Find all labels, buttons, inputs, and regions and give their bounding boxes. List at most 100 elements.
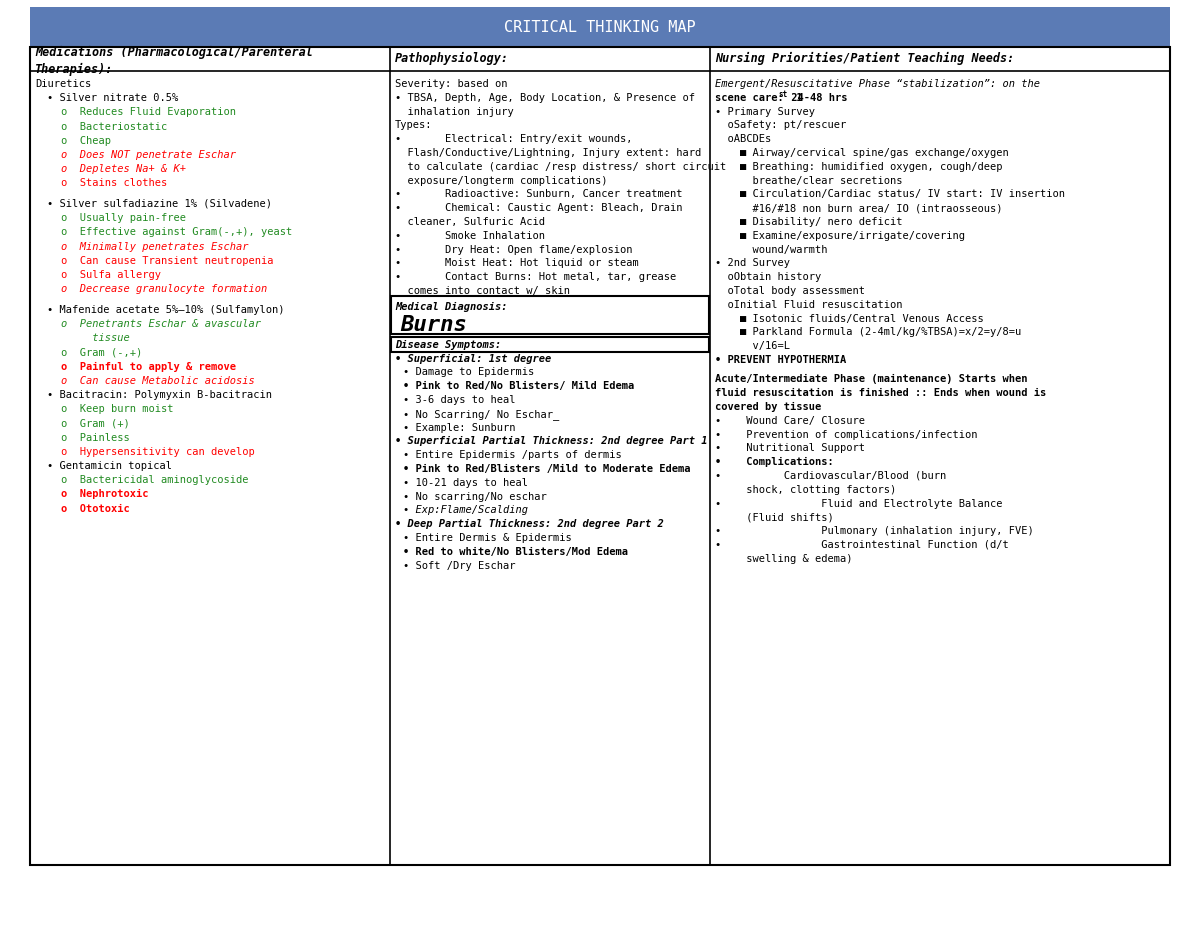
Text: o  Decrease granulocyte formation: o Decrease granulocyte formation	[61, 285, 268, 294]
Text: •       Dry Heat: Open flame/explosion: • Dry Heat: Open flame/explosion	[395, 245, 632, 255]
Text: • Mafenide acetate 5%–10% (Sulfamylon): • Mafenide acetate 5%–10% (Sulfamylon)	[47, 305, 284, 315]
Text: fluid resuscitation is finished :: Ends when wound is: fluid resuscitation is finished :: Ends …	[715, 388, 1046, 398]
Text: o  Keep burn moist: o Keep burn moist	[61, 404, 174, 414]
Text: oSafety: pt/rescuer: oSafety: pt/rescuer	[715, 121, 846, 131]
Text: Flash/Conductive/Lightning, Injury extent: hard: Flash/Conductive/Lightning, Injury exten…	[395, 148, 701, 158]
Text: •       Contact Burns: Hot metal, tar, grease: • Contact Burns: Hot metal, tar, grease	[395, 273, 677, 282]
Text: • Damage to Epidermis: • Damage to Epidermis	[403, 367, 534, 377]
Text: • No scarring/No eschar: • No scarring/No eschar	[403, 491, 547, 502]
Text: Medications (Pharmacological/Parenteral
Therapies):: Medications (Pharmacological/Parenteral …	[35, 46, 313, 76]
Text: comes into contact w/ skin: comes into contact w/ skin	[395, 286, 570, 296]
Text: • Pink to Red/No Blisters/ Mild Edema: • Pink to Red/No Blisters/ Mild Edema	[403, 381, 635, 391]
Text: o  Gram (+): o Gram (+)	[61, 418, 130, 428]
Text: • Superficial: 1st degree: • Superficial: 1st degree	[395, 353, 551, 363]
Text: ■ Disability/ nero deficit: ■ Disability/ nero deficit	[715, 217, 902, 227]
Text: • Soft /Dry Eschar: • Soft /Dry Eschar	[403, 561, 516, 571]
Text: oObtain history: oObtain history	[715, 273, 821, 282]
Text: o  Reduces Fluid Evaporation: o Reduces Fluid Evaporation	[61, 108, 236, 118]
Text: •       Radioactive: Sunburn, Cancer treatment: • Radioactive: Sunburn, Cancer treatment	[395, 189, 683, 199]
Text: ■ Isotonic fluids/Central Venous Access: ■ Isotonic fluids/Central Venous Access	[715, 313, 984, 324]
Text: o  Stains clothes: o Stains clothes	[61, 178, 167, 188]
Text: •       Chemical: Caustic Agent: Bleach, Drain: • Chemical: Caustic Agent: Bleach, Drain	[395, 203, 683, 213]
Text: st: st	[778, 90, 787, 99]
Text: Burns: Burns	[400, 315, 467, 335]
Text: o  Painful to apply & remove: o Painful to apply & remove	[61, 362, 236, 372]
Text: •    Complications:: • Complications:	[715, 457, 834, 467]
Text: o  Can cause Metabolic acidosis: o Can cause Metabolic acidosis	[61, 375, 254, 386]
Text: Medical Diagnosis:: Medical Diagnosis:	[395, 302, 508, 311]
Text: o  Usually pain-free: o Usually pain-free	[61, 213, 186, 223]
Bar	[391, 296, 709, 334]
Text: #16/#18 non burn area/ IO (intraosseous): #16/#18 non burn area/ IO (intraosseous)	[715, 203, 1002, 213]
Text: o  Painless: o Painless	[61, 433, 130, 442]
Text: • Red to white/No Blisters/Mod Edema: • Red to white/No Blisters/Mod Edema	[403, 547, 628, 557]
Text: • Entire Dermis & Epidermis: • Entire Dermis & Epidermis	[403, 533, 571, 543]
Text: • Silver sulfadiazine 1% (Silvadene): • Silver sulfadiazine 1% (Silvadene)	[47, 199, 272, 209]
Text: •       Moist Heat: Hot liquid or steam: • Moist Heat: Hot liquid or steam	[395, 259, 638, 269]
Text: oInitial Fluid resuscitation: oInitial Fluid resuscitation	[715, 299, 902, 310]
Text: CRITICAL THINKING MAP: CRITICAL THINKING MAP	[504, 19, 696, 34]
Text: • PREVENT HYPOTHERMIA: • PREVENT HYPOTHERMIA	[715, 355, 846, 365]
Text: • Pink to Red/Blisters /Mild to Moderate Edema: • Pink to Red/Blisters /Mild to Moderate…	[403, 464, 690, 474]
Text: o  Gram (-,+): o Gram (-,+)	[61, 348, 143, 358]
Text: • Gentamicin topical: • Gentamicin topical	[47, 461, 172, 471]
Text: • No Scarring/ No Eschar_: • No Scarring/ No Eschar_	[403, 409, 559, 420]
Text: (Fluid shifts): (Fluid shifts)	[715, 513, 834, 522]
Text: • Bacitracin: Polymyxin B-bacitracin: • Bacitracin: Polymyxin B-bacitracin	[47, 390, 272, 400]
Text: wound/warmth: wound/warmth	[715, 245, 828, 255]
Text: o  Bactericidal aminoglycoside: o Bactericidal aminoglycoside	[61, 476, 248, 485]
Text: Severity: based on: Severity: based on	[395, 79, 508, 89]
Text: Emergent/Resuscitative Phase “stabilization”: on the: Emergent/Resuscitative Phase “stabilizat…	[715, 79, 1040, 89]
Text: • Deep Partial Thickness: 2nd degree Part 2: • Deep Partial Thickness: 2nd degree Par…	[395, 519, 664, 529]
Text: shock, clotting factors): shock, clotting factors)	[715, 485, 896, 495]
Text: ■ Breathing: humidified oxygen, cough/deep: ■ Breathing: humidified oxygen, cough/de…	[715, 162, 1002, 171]
Text: • TBSA, Depth, Age, Body Location, & Presence of: • TBSA, Depth, Age, Body Location, & Pre…	[395, 93, 695, 103]
Text: •       Smoke Inhalation: • Smoke Inhalation	[395, 231, 545, 241]
Text: swelling & edema): swelling & edema)	[715, 553, 852, 564]
Text: •                Pulmonary (inhalation injury, FVE): • Pulmonary (inhalation injury, FVE)	[715, 527, 1033, 536]
Text: o  Nephrotoxic: o Nephrotoxic	[61, 489, 149, 500]
Text: • Primary Survey: • Primary Survey	[715, 107, 815, 117]
Text: oABCDEs: oABCDEs	[715, 134, 772, 145]
Text: tissue: tissue	[61, 333, 130, 343]
Text: o  Sulfa allergy: o Sulfa allergy	[61, 270, 161, 280]
Text: • Example: Sunburn: • Example: Sunburn	[403, 423, 516, 433]
Text: covered by tissue: covered by tissue	[715, 402, 821, 412]
Text: •                Fluid and Electrolyte Balance: • Fluid and Electrolyte Balance	[715, 499, 1002, 509]
Text: •    Wound Care/ Closure: • Wound Care/ Closure	[715, 415, 865, 425]
Text: exposure/longterm complications): exposure/longterm complications)	[395, 175, 607, 185]
Text: o  Hypersensitivity can develop: o Hypersensitivity can develop	[61, 447, 254, 457]
Text: •    Nutritional Support: • Nutritional Support	[715, 443, 865, 453]
Text: oTotal body assessment: oTotal body assessment	[715, 286, 865, 296]
Text: • 3-6 days to heal: • 3-6 days to heal	[403, 395, 516, 405]
Text: Types:: Types:	[395, 121, 432, 131]
Text: ■ Airway/cervical spine/gas exchange/oxygen: ■ Airway/cervical spine/gas exchange/oxy…	[715, 148, 1009, 158]
Text: ■ Circulation/Cardiac status/ IV start: IV insertion: ■ Circulation/Cardiac status/ IV start: …	[715, 189, 1066, 199]
Text: v/16=L: v/16=L	[715, 341, 790, 351]
Text: scene care:  1: scene care: 1	[715, 93, 803, 103]
Text: Disease Symptoms:: Disease Symptoms:	[395, 340, 502, 349]
Bar	[30, 7, 1170, 47]
Text: ■ Parkland Formula (2-4ml/kg/%TBSA)=x/2=y/8=u: ■ Parkland Formula (2-4ml/kg/%TBSA)=x/2=…	[715, 327, 1021, 337]
Text: o  Does NOT penetrate Eschar: o Does NOT penetrate Eschar	[61, 150, 236, 160]
Text: o  Bacteriostatic: o Bacteriostatic	[61, 121, 167, 132]
Bar	[391, 337, 709, 351]
Text: Acute/Intermediate Phase (maintenance) Starts when: Acute/Intermediate Phase (maintenance) S…	[715, 375, 1027, 385]
Text: o  Minimally penetrates Eschar: o Minimally penetrates Eschar	[61, 242, 248, 251]
Text: o  Ototoxic: o Ototoxic	[61, 503, 130, 514]
Text: to calculate (cardiac /resp distress/ short circuit: to calculate (cardiac /resp distress/ sh…	[395, 162, 726, 171]
Text: • Superficial Partial Thickness: 2nd degree Part 1: • Superficial Partial Thickness: 2nd deg…	[395, 437, 708, 447]
Text: o  Depletes Na+ & K+: o Depletes Na+ & K+	[61, 164, 186, 174]
Text: •          Cardiovascular/Blood (burn: • Cardiovascular/Blood (burn	[715, 471, 947, 481]
Text: breathe/clear secretions: breathe/clear secretions	[715, 175, 902, 185]
Text: inhalation injury: inhalation injury	[395, 107, 514, 117]
Text: ■ Examine/exposure/irrigate/covering: ■ Examine/exposure/irrigate/covering	[715, 231, 965, 241]
Text: • 2nd Survey: • 2nd Survey	[715, 259, 790, 269]
Text: cleaner, Sulfuric Acid: cleaner, Sulfuric Acid	[395, 217, 545, 227]
Text: o  Cheap: o Cheap	[61, 135, 112, 146]
Text: • Exp:Flame/Scalding: • Exp:Flame/Scalding	[403, 505, 528, 515]
Text: Diuretics: Diuretics	[35, 79, 91, 89]
Text: • Silver nitrate 0.5%: • Silver nitrate 0.5%	[47, 94, 179, 103]
Text: o  Can cause Transient neutropenia: o Can cause Transient neutropenia	[61, 256, 274, 266]
Text: • 10-21 days to heal: • 10-21 days to heal	[403, 477, 528, 488]
